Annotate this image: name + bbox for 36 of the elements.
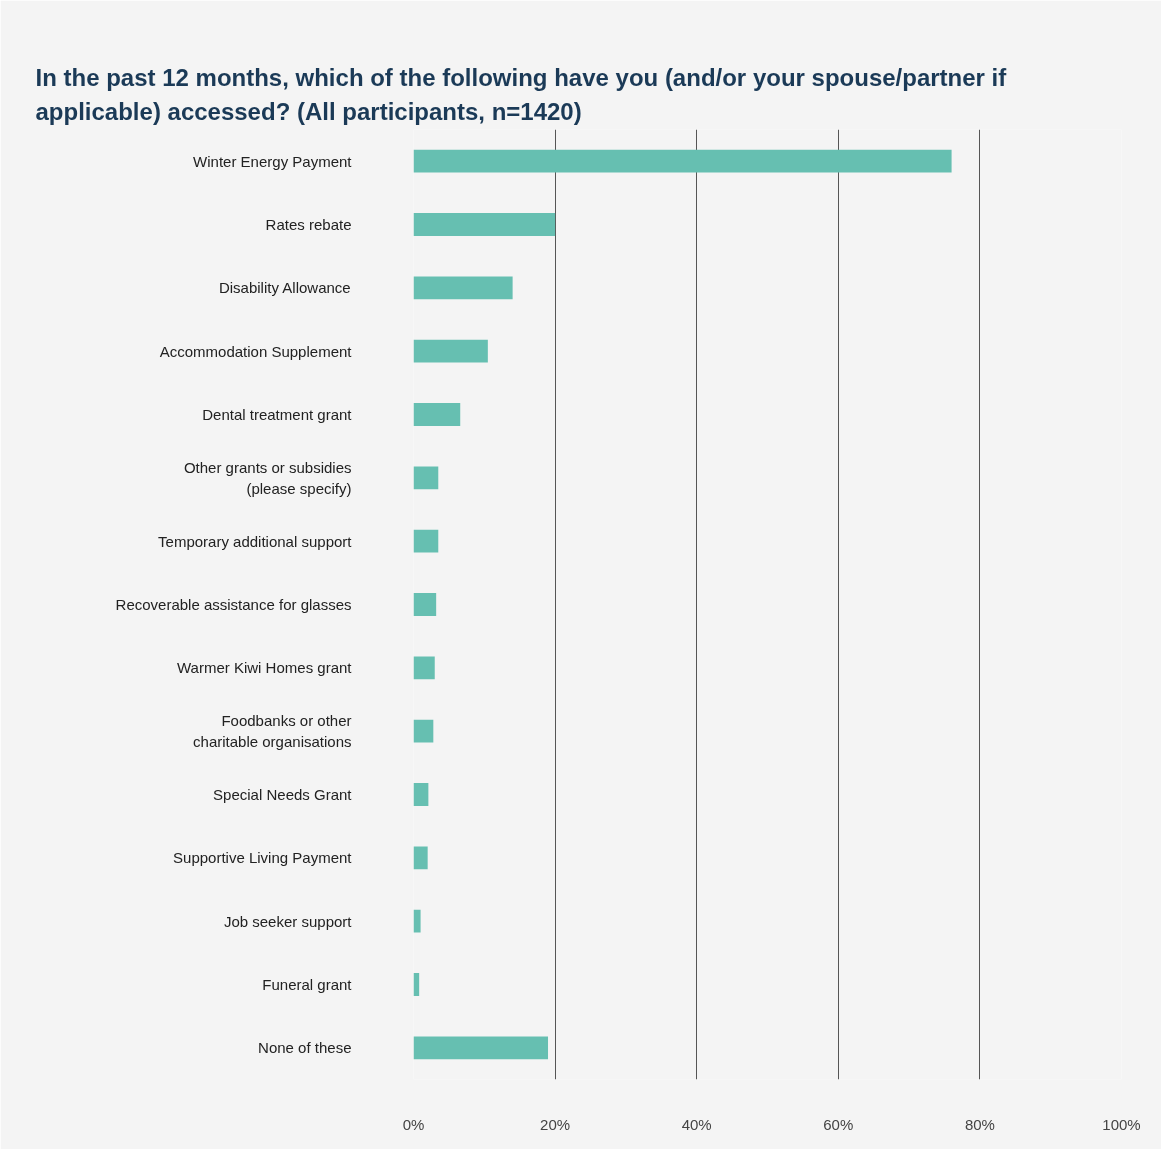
- x-tick-label: 40%: [681, 1115, 712, 1133]
- bar: [413, 909, 421, 933]
- y-tick-label: Temporary additional support: [158, 532, 353, 550]
- bar: [413, 846, 428, 870]
- y-tick-label: Supportive Living Payment: [173, 849, 353, 867]
- bar: [413, 466, 439, 490]
- x-tick-label: 20%: [540, 1115, 571, 1133]
- x-tick-label: 60%: [823, 1115, 854, 1133]
- bar: [413, 276, 513, 300]
- y-tick-label: Special Needs Grant: [213, 786, 353, 803]
- x-tick-label: 0%: [402, 1115, 425, 1133]
- y-tick-label: Warmer Kiwi Homes grant: [177, 659, 353, 677]
- y-tick-label: None of these: [258, 1039, 352, 1057]
- y-tick-label: Winter Energy Payment: [193, 152, 353, 170]
- chart-title: In the past 12 months, which of the following have you (and/or your spouse/partner if applicable) accessed? (All participants, n=1420): [35, 63, 1008, 125]
- y-tick-label: Other grants or subsidies (please specify): [183, 459, 352, 497]
- bar: [413, 403, 461, 426]
- bar: [413, 656, 435, 680]
- y-tick-label: Rates rebate: [265, 216, 352, 233]
- y-tick-label: Recoverable assistance for glasses: [115, 596, 352, 613]
- y-tick-label: Foodbanks or other charitable organisations: [193, 712, 352, 750]
- bar: [413, 783, 429, 806]
- bar: [413, 719, 434, 743]
- bar: [413, 213, 556, 236]
- y-tick-label: Job seeker support: [223, 912, 353, 930]
- y-tick-label: Dental treatment grant: [202, 406, 353, 423]
- x-tick-label: 80%: [964, 1115, 995, 1133]
- bar: [413, 593, 437, 616]
- y-tick-label: Funeral grant: [262, 976, 353, 993]
- x-tick-label: 100%: [1102, 1115, 1141, 1133]
- bar: [413, 339, 488, 363]
- y-tick-label: Accommodation Supplement: [159, 342, 353, 360]
- y-tick-label: Disability Allowance: [218, 279, 351, 297]
- bar: [413, 149, 952, 173]
- bar: [413, 1036, 549, 1060]
- bar: [413, 529, 439, 553]
